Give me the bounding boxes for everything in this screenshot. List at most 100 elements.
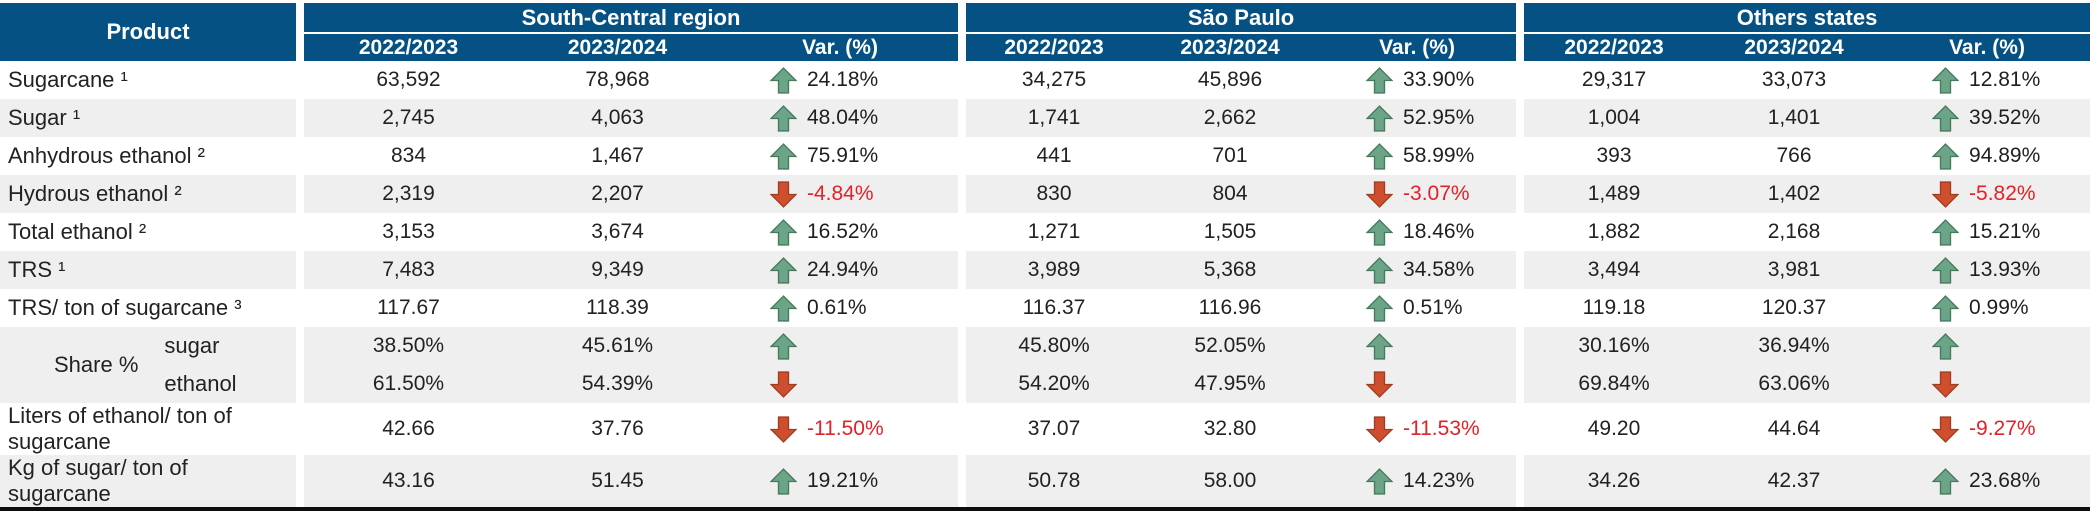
value-cell: 43.16 <box>304 455 513 511</box>
variation-value: -4.84% <box>807 182 874 205</box>
value-cell: 78,968 <box>513 61 722 99</box>
season-header: 2022/2023 <box>304 33 513 61</box>
up-arrow-icon <box>1366 332 1394 360</box>
variation-cell: -3.07% <box>1318 175 1517 213</box>
product-cell: Liters of ethanol/ ton of sugarcane <box>0 403 296 455</box>
column-gap <box>1516 61 1525 99</box>
variation-value: 16.52% <box>807 220 879 243</box>
season-header: 2023/2024 <box>1704 33 1885 61</box>
variation-value: 58.99% <box>1403 144 1475 167</box>
value-cell: 1,489 <box>1524 175 1705 213</box>
variation-value: 34.58% <box>1403 258 1475 281</box>
table-row: Sugar ¹ 2,745 4,063 48.04% 1,741 2,662 52.95% 1… <box>0 99 2090 137</box>
value-cell: 116.37 <box>966 289 1143 327</box>
column-gap <box>1516 3 1525 61</box>
value-cell: 51.45 <box>513 455 722 511</box>
column-gap <box>1516 251 1525 289</box>
table-row: Kg of sugar/ ton of sugarcane 43.16 51.45 1… <box>0 455 2090 511</box>
up-arrow-icon <box>770 256 797 284</box>
down-arrow-icon <box>1366 180 1394 208</box>
region-header-south-central: South-Central region <box>304 3 959 34</box>
column-gap <box>958 289 967 327</box>
season-header-row: 2022/2023 2023/2024 Var. (%) 2022/2023 2… <box>0 33 2090 61</box>
value-cell: 766 <box>1704 137 1885 175</box>
variation-value: 75.91% <box>807 144 879 167</box>
column-gap <box>296 137 304 175</box>
column-gap <box>296 251 304 289</box>
column-gap <box>958 251 967 289</box>
value-cell: 118.39 <box>513 289 722 327</box>
variation-value: 39.52% <box>1969 106 2041 129</box>
variation-value: 48.04% <box>807 106 879 129</box>
variation-value: -11.50% <box>807 417 884 440</box>
up-arrow-icon <box>1366 218 1394 246</box>
value-cell: 34.26 <box>1524 455 1705 511</box>
value-cell: 1,401 <box>1704 99 1885 137</box>
variation-cell: 18.46% <box>1318 213 1517 251</box>
variation-value: 94.89% <box>1969 144 2041 167</box>
column-gap <box>296 213 304 251</box>
season-header: 2023/2024 <box>513 33 722 61</box>
variation-cell: 0.51% <box>1318 289 1517 327</box>
variation-value: 13.93% <box>1969 258 2041 281</box>
value-cell: 52.05% <box>1142 327 1319 365</box>
variation-cell <box>1884 327 2090 365</box>
table-row: TRS/ ton of sugarcane ³ 117.67 118.39 0.61%… <box>0 289 2090 327</box>
value-cell: 3,674 <box>513 213 722 251</box>
variation-value: 24.94% <box>807 258 879 281</box>
value-cell: 830 <box>966 175 1143 213</box>
column-gap <box>1516 137 1525 175</box>
variation-cell: 23.68% <box>1884 455 2090 511</box>
column-gap <box>1516 213 1525 251</box>
value-cell: 38.50% <box>304 327 513 365</box>
share-label: Share % <box>54 352 139 377</box>
column-gap <box>958 3 967 61</box>
value-cell: 61.50% <box>304 365 513 403</box>
up-arrow-icon <box>1366 104 1394 132</box>
variation-cell: 15.21% <box>1884 213 2090 251</box>
up-arrow-icon <box>770 104 797 132</box>
value-cell: 393 <box>1524 137 1705 175</box>
variation-cell: 75.91% <box>722 137 959 175</box>
product-cell: TRS/ ton of sugarcane ³ <box>0 289 296 327</box>
value-cell: 1,882 <box>1524 213 1705 251</box>
value-cell: 1,004 <box>1524 99 1705 137</box>
value-cell: 1,505 <box>1142 213 1319 251</box>
share-sub-ethanol: ethanol <box>164 371 237 396</box>
variation-value: 19.21% <box>807 469 879 492</box>
value-cell: 69.84% <box>1524 365 1705 403</box>
table-body: Sugarcane ¹ 63,592 78,968 24.18% 34,275 45,89… <box>0 61 2090 511</box>
down-arrow-icon <box>770 370 797 398</box>
down-arrow-icon <box>770 180 797 208</box>
up-arrow-icon <box>1932 256 1960 284</box>
column-gap <box>296 289 304 327</box>
variation-value: 15.21% <box>1969 220 2041 243</box>
value-cell: 29,317 <box>1524 61 1705 99</box>
value-cell: 30.16% <box>1524 327 1705 365</box>
variation-cell: -5.82% <box>1884 175 2090 213</box>
table-row: Total ethanol ² 3,153 3,674 16.52% 1,271 1,50… <box>0 213 2090 251</box>
column-gap <box>958 403 967 455</box>
column-gap <box>296 455 304 511</box>
table-row: Share % sugar ethanol 38.50% 45.61% 45.80% 52.… <box>0 327 2090 403</box>
value-cell: 42.37 <box>1704 455 1885 511</box>
value-cell: 36.94% <box>1704 327 1885 365</box>
variation-value: -11.53% <box>1403 417 1480 440</box>
variation-cell: 19.21% <box>722 455 959 511</box>
value-cell: 63,592 <box>304 61 513 99</box>
value-cell: 1,741 <box>966 99 1143 137</box>
value-cell: 33,073 <box>1704 61 1885 99</box>
value-cell: 45.61% <box>513 327 722 365</box>
variation-cell <box>722 365 959 403</box>
table-row: Hydrous ethanol ² 2,319 2,207 -4.84% 830 804 -… <box>0 175 2090 213</box>
variation-cell <box>1318 327 1517 365</box>
variation-cell: 52.95% <box>1318 99 1517 137</box>
value-cell: 2,168 <box>1704 213 1885 251</box>
value-cell: 32.80 <box>1142 403 1319 455</box>
variation-cell: 0.99% <box>1884 289 2090 327</box>
region-header-sao-paulo: São Paulo <box>966 3 1517 34</box>
value-cell: 834 <box>304 137 513 175</box>
value-cell: 5,368 <box>1142 251 1319 289</box>
column-gap <box>958 455 967 511</box>
